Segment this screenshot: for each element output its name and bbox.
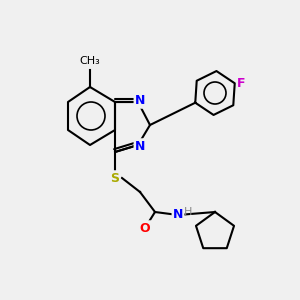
Text: F: F bbox=[237, 77, 245, 90]
Text: H: H bbox=[184, 207, 192, 217]
Text: N: N bbox=[173, 208, 183, 220]
Text: N: N bbox=[135, 140, 145, 152]
Text: CH₃: CH₃ bbox=[80, 56, 100, 66]
Text: N: N bbox=[135, 94, 145, 107]
Text: O: O bbox=[140, 221, 150, 235]
Text: S: S bbox=[110, 172, 119, 184]
